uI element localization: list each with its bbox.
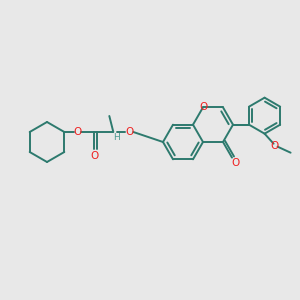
Text: O: O: [73, 127, 81, 137]
Text: O: O: [271, 141, 279, 151]
Text: H: H: [113, 134, 120, 142]
Text: O: O: [199, 102, 207, 112]
Text: O: O: [231, 158, 239, 168]
Text: O: O: [90, 151, 98, 161]
Text: O: O: [125, 127, 134, 137]
